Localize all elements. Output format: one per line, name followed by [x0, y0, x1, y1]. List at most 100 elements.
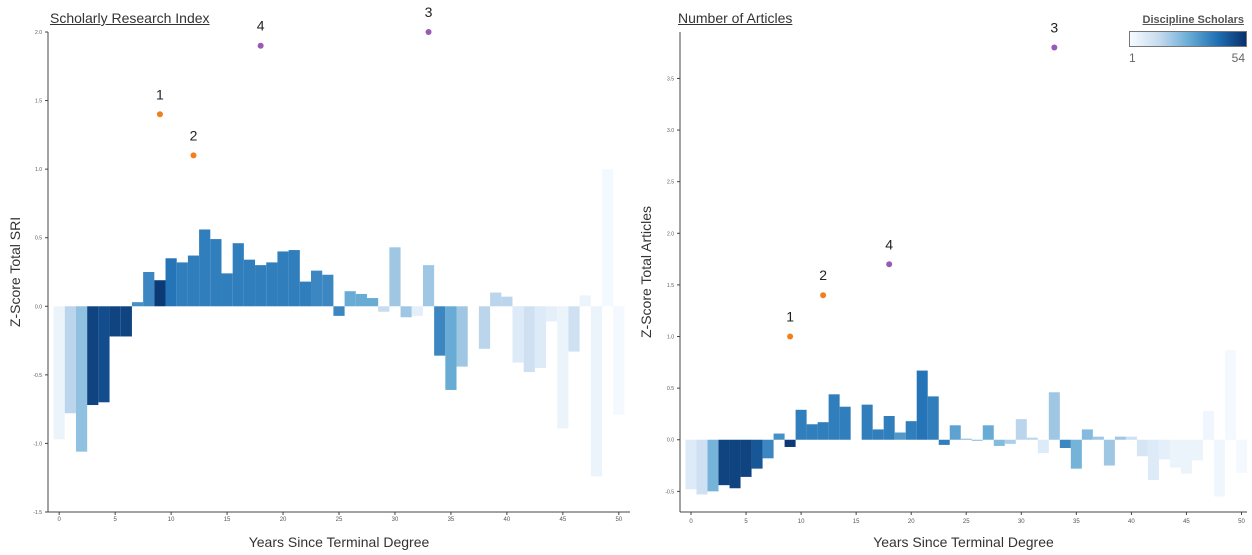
- bar-year-26: [971, 439, 983, 441]
- legend-min-label: 1: [1129, 51, 1136, 65]
- highlight-point-label-1: 1: [156, 86, 164, 102]
- bar-year-6: [120, 306, 132, 337]
- x-tick-label: 45: [560, 517, 567, 523]
- legend-title: Discipline Scholars: [1142, 14, 1244, 26]
- bar-year-42: [523, 306, 535, 373]
- x-tick-label: 50: [615, 517, 622, 523]
- articles-chart-svg: -0.5 0.0 0.5 1.0 1.5 2.0 2.5 3.0 3.5 0 5 10 15 20 25 30…: [638, 19, 1247, 550]
- bar-year-33: [422, 265, 435, 307]
- bar-year-42: [1147, 439, 1159, 480]
- bar-year-50: [1235, 439, 1247, 473]
- y-tick-label: 3.5: [667, 76, 674, 82]
- x-tick-label: 25: [963, 519, 970, 525]
- bar-year-46: [1191, 439, 1203, 461]
- bar-year-40: [1125, 436, 1137, 440]
- highlight-point-1: [156, 111, 163, 118]
- bar-year-47: [1202, 410, 1214, 440]
- bar-year-13: [199, 229, 211, 307]
- x-tick-label: 30: [1018, 519, 1025, 525]
- x-tick-label: 50: [1238, 519, 1245, 525]
- y-tick-label: -1.0: [33, 441, 42, 447]
- y-tick-label: 1.5: [35, 99, 42, 105]
- bar-year-36: [1081, 429, 1093, 440]
- bar-year-43: [1158, 439, 1170, 460]
- bar-year-19: [894, 432, 906, 440]
- x-tick-label: 15: [224, 517, 231, 523]
- bar-year-44: [1169, 439, 1181, 468]
- bar-year-6: [751, 439, 763, 469]
- bar-year-27: [982, 425, 994, 440]
- x-tick-label: 45: [1183, 519, 1190, 525]
- y-tick-label: 0.0: [35, 304, 42, 310]
- bar-year-24: [322, 274, 334, 307]
- y-tick-label: 1.0: [667, 335, 674, 341]
- bar-year-5: [740, 439, 752, 477]
- bar-year-14: [210, 239, 222, 307]
- bar-year-21: [916, 370, 928, 440]
- bar-year-45: [557, 306, 569, 429]
- y-tick-label: -1.5: [33, 510, 42, 516]
- sri-chart-panel: Scholarly Research Index -1.5 -1.0 -0.5 0.0…: [7, 4, 630, 550]
- bar-year-49: [602, 169, 614, 307]
- bar-year-30: [389, 247, 401, 307]
- bar-year-11: [176, 262, 188, 307]
- bar-year-7: [762, 439, 774, 459]
- y-tick-label: 1.0: [35, 167, 42, 173]
- bar-year-12: [817, 422, 829, 440]
- bar-year-5: [109, 306, 121, 337]
- y-tick-label: 1.5: [667, 283, 674, 289]
- highlight-point-4: [886, 261, 893, 268]
- bar-year-38: [478, 306, 491, 349]
- y-tick-label: 0.0: [667, 438, 674, 444]
- x-tick-label: 25: [336, 517, 343, 523]
- bar-year-24: [949, 425, 961, 440]
- bar-year-36: [456, 306, 468, 367]
- bar-year-18: [883, 416, 895, 440]
- bar-year-34: [1059, 439, 1071, 448]
- bar-year-31: [400, 306, 412, 318]
- x-tick-label: 5: [113, 517, 117, 523]
- bar-year-48: [1213, 439, 1225, 497]
- x-axis-title: Years Since Terminal Degree: [249, 534, 430, 550]
- bar-year-37: [1092, 436, 1104, 440]
- bar-year-23: [311, 270, 323, 307]
- legend-color-scale: [1129, 31, 1247, 47]
- color-legend: Discipline Scholars 1 54: [1125, 14, 1247, 70]
- bar-year-48: [590, 306, 603, 477]
- bar-year-50: [613, 306, 625, 415]
- bar-year-39: [1114, 436, 1126, 440]
- y-axis-title: Z-Score Total Articles: [638, 206, 654, 338]
- bar-year-35: [445, 306, 457, 390]
- bar-year-32: [1037, 439, 1049, 454]
- bar-year-8: [773, 433, 785, 440]
- bar-year-46: [568, 306, 580, 352]
- bar-year-35: [1070, 439, 1082, 469]
- bar-year-22: [927, 396, 939, 440]
- bar-year-8: [143, 272, 155, 307]
- bar-year-43: [534, 306, 547, 368]
- sri-chart-svg: -1.5 -1.0 -0.5 0.0 0.5 1.0 1.5 2.0 0 5 10 15 20 25 30 3…: [7, 4, 630, 550]
- x-tick-label: 30: [392, 517, 399, 523]
- bar-year-45: [1180, 439, 1192, 474]
- bar-year-15: [221, 273, 233, 307]
- bar-year-28: [993, 439, 1005, 446]
- bar-year-10: [795, 409, 807, 440]
- bar-year-47: [579, 295, 591, 307]
- bar-year-3: [87, 306, 99, 406]
- x-tick-label: 20: [908, 519, 915, 525]
- bar-year-4: [729, 439, 741, 489]
- bar-year-30: [1015, 419, 1027, 440]
- y-tick-label: 2.0: [667, 231, 674, 237]
- highlight-point-1: [787, 333, 794, 340]
- x-tick-label: 0: [58, 517, 62, 523]
- y-tick-label: 2.5: [667, 180, 674, 186]
- y-tick-label: 0.5: [35, 236, 42, 242]
- bar-year-20: [277, 251, 289, 307]
- articles-chart-panel: Number of Articles -0.5 0.0 0.5 1.0 1.5 2.0 2.…: [630, 0, 1252, 550]
- bar-year-2: [75, 306, 88, 452]
- bar-year-21: [288, 250, 300, 307]
- x-tick-label: 35: [1073, 519, 1080, 525]
- sri-chart-title: Scholarly Research Index: [50, 10, 210, 26]
- x-tick-label: 10: [168, 517, 175, 523]
- bar-year-16: [861, 404, 873, 440]
